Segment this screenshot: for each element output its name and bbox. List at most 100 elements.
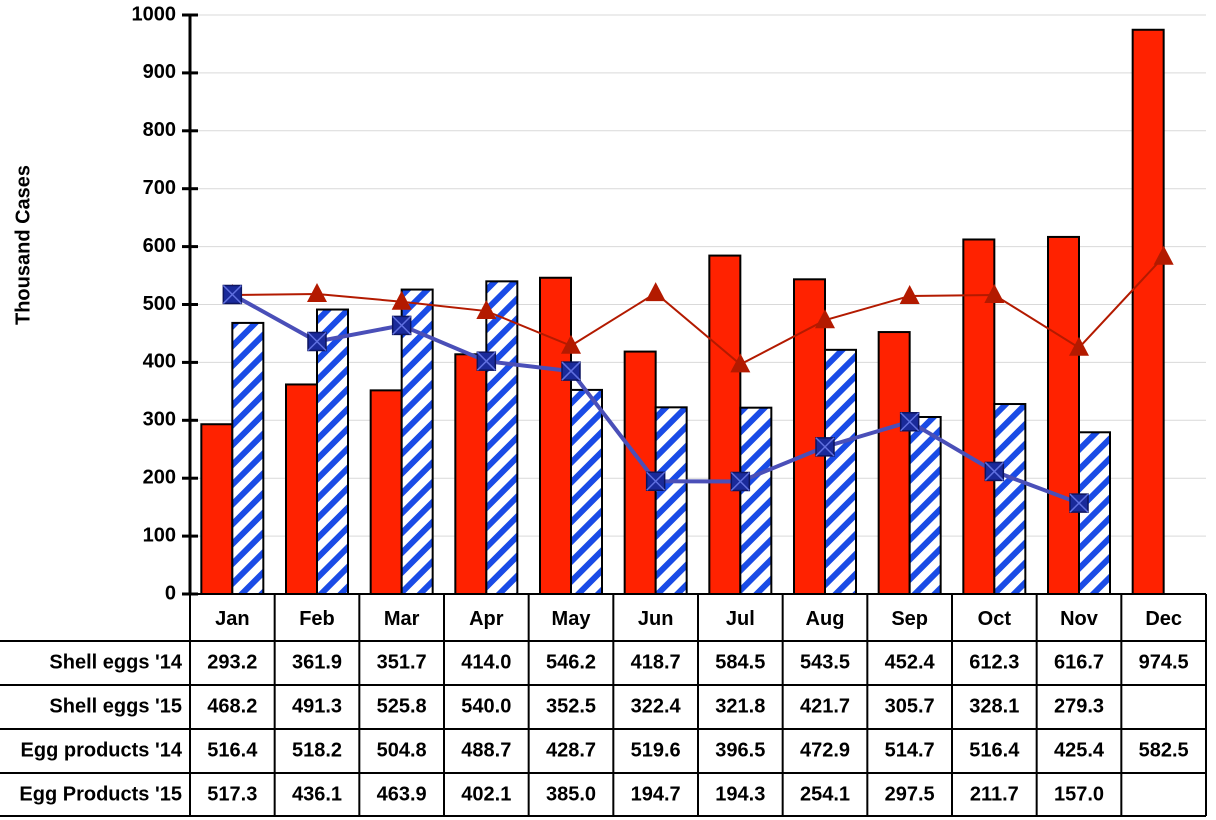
y-tick-label: 700 bbox=[143, 177, 176, 199]
bar bbox=[1047, 235, 1080, 595]
table-cell: 612.3 bbox=[969, 651, 1019, 673]
marker-x bbox=[900, 412, 920, 432]
table-cell: 396.5 bbox=[715, 739, 765, 761]
marker bbox=[222, 284, 243, 305]
legend-label: Shell eggs '14 bbox=[49, 651, 182, 673]
bar bbox=[908, 415, 942, 595]
marker-x bbox=[815, 437, 835, 457]
table-cell: 352.5 bbox=[546, 695, 596, 717]
y-tick-label: 500 bbox=[143, 293, 176, 315]
table-cell: 514.7 bbox=[885, 739, 935, 761]
table-cell: 385.0 bbox=[546, 783, 596, 805]
table-cell: 516.4 bbox=[207, 739, 258, 761]
table-cell: 194.7 bbox=[631, 783, 681, 805]
marker-x bbox=[730, 471, 750, 492]
table-cell: 211.7 bbox=[970, 783, 1019, 805]
marker bbox=[391, 315, 412, 336]
marker-x bbox=[222, 284, 242, 305]
legend-label: Shell eggs '15 bbox=[49, 695, 182, 717]
table-cell: 414.0 bbox=[461, 651, 511, 673]
bar bbox=[739, 406, 773, 595]
table-cell: 463.9 bbox=[377, 783, 427, 805]
bar bbox=[570, 388, 603, 595]
y-tick-label: 1000 bbox=[132, 3, 177, 25]
table-cell: 504.8 bbox=[377, 739, 427, 761]
legend-label: Egg Products '15 bbox=[19, 783, 182, 805]
marker-x bbox=[392, 315, 412, 335]
marker-x bbox=[561, 361, 581, 381]
x-tick-label: Feb bbox=[299, 608, 335, 630]
bar bbox=[231, 321, 265, 595]
bar bbox=[877, 331, 911, 595]
table-cell: 584.5 bbox=[715, 651, 765, 673]
marker bbox=[1069, 336, 1089, 356]
x-tick-label: Jul bbox=[726, 608, 755, 630]
bar bbox=[285, 383, 318, 595]
y-tick-label: 200 bbox=[143, 466, 176, 488]
marker bbox=[730, 471, 751, 492]
x-tick-label: Jun bbox=[638, 608, 674, 630]
y-tick-label: 600 bbox=[143, 235, 176, 257]
bar bbox=[824, 348, 857, 595]
y-tick-label: 900 bbox=[143, 61, 176, 83]
marker bbox=[815, 437, 835, 457]
table-cell: 516.4 bbox=[969, 739, 1020, 761]
marker-x bbox=[307, 331, 327, 352]
marker bbox=[307, 331, 327, 352]
marker bbox=[307, 282, 327, 302]
marker-x bbox=[476, 351, 496, 371]
bar bbox=[962, 238, 996, 595]
bar bbox=[369, 389, 403, 595]
bar bbox=[993, 403, 1027, 595]
marker bbox=[1069, 493, 1089, 513]
bar bbox=[454, 353, 488, 595]
bar bbox=[316, 308, 349, 595]
x-tick-label: Mar bbox=[384, 608, 420, 630]
table-cell: 194.3 bbox=[715, 783, 765, 805]
x-tick-label: Nov bbox=[1060, 608, 1099, 630]
table-cell: 279.3 bbox=[1054, 695, 1104, 717]
table-cell: 616.7 bbox=[1054, 651, 1104, 673]
x-tick-label: May bbox=[552, 608, 592, 630]
marker bbox=[899, 411, 920, 432]
marker bbox=[730, 353, 751, 373]
table-cell: 351.7 bbox=[377, 651, 427, 673]
marker bbox=[984, 461, 1005, 482]
marker bbox=[984, 284, 1005, 304]
marker bbox=[476, 351, 497, 371]
y-tick-label: 300 bbox=[143, 409, 176, 431]
table-cell: 418.7 bbox=[631, 651, 681, 673]
table-cell: 328.1 bbox=[969, 695, 1019, 717]
bar bbox=[1078, 431, 1111, 596]
marker bbox=[645, 471, 666, 492]
table-cell: 468.2 bbox=[207, 695, 257, 717]
line bbox=[232, 256, 1165, 366]
table-cell: 305.7 bbox=[885, 695, 935, 717]
bar bbox=[708, 254, 742, 595]
y-tick-label: 800 bbox=[143, 119, 176, 141]
table-cell: 293.2 bbox=[207, 651, 257, 673]
x-tick-label: Oct bbox=[978, 608, 1012, 630]
table-cell: 402.1 bbox=[461, 783, 511, 805]
bar bbox=[200, 423, 234, 596]
table-cell: 436.1 bbox=[292, 783, 342, 805]
table-cell: 452.4 bbox=[885, 651, 936, 673]
table-cell: 361.9 bbox=[292, 651, 342, 673]
y-tick-label: 400 bbox=[143, 351, 176, 373]
table-cell: 518.2 bbox=[292, 739, 342, 761]
marker bbox=[645, 282, 666, 302]
bar bbox=[654, 406, 688, 596]
table-cell: 525.8 bbox=[377, 695, 427, 717]
marker bbox=[1153, 245, 1174, 265]
table-cell: 428.7 bbox=[546, 739, 596, 761]
x-tick-label: Aug bbox=[806, 608, 845, 630]
marker-x bbox=[1069, 493, 1089, 513]
table-cell: 472.9 bbox=[800, 739, 850, 761]
table-cell: 421.7 bbox=[800, 695, 850, 717]
table-cell: 519.6 bbox=[631, 739, 681, 761]
table-cell: 488.7 bbox=[461, 739, 511, 761]
marker-x bbox=[646, 471, 666, 491]
bar bbox=[539, 276, 572, 595]
marker bbox=[815, 309, 835, 329]
